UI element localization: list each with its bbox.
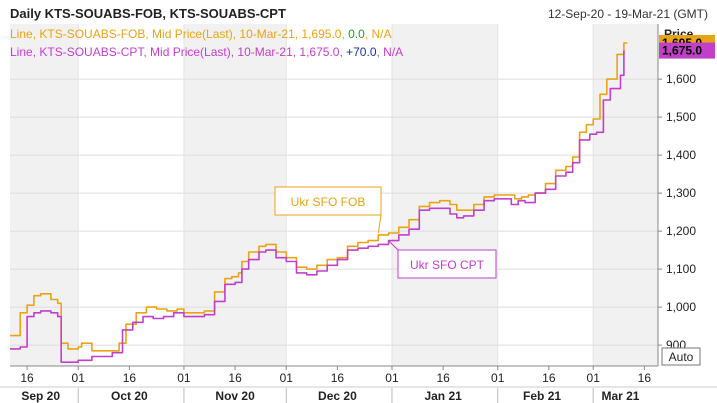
month-label: Jan 21 — [424, 389, 462, 403]
month-label: Dec 20 — [318, 389, 357, 403]
x-tick-label: 01 — [385, 371, 399, 385]
annotations: Ukr SFO FOB Ukr SFO CPT — [274, 186, 497, 279]
x-tick-label: 16 — [436, 371, 450, 385]
x-tick-label: 16 — [123, 371, 137, 385]
month-bands — [10, 24, 658, 366]
legend-cpt-extra: , N/A — [377, 45, 404, 59]
x-tick-label: 01 — [72, 371, 86, 385]
month-band — [183, 24, 287, 366]
x-tick-label: 16 — [20, 371, 34, 385]
y-tick-label: 1,300 — [666, 186, 696, 200]
x-tick-label: 16 — [228, 371, 242, 385]
annotation-leader — [377, 214, 382, 234]
y-tick-label: 1,200 — [666, 224, 696, 238]
x-tick-label: 16 — [542, 371, 556, 385]
chart-title: Daily KTS-SOUABS-FOB, KTS-SOUABS-CPT — [10, 6, 286, 21]
annotation-box — [274, 186, 382, 216]
legend-fob-extra: , N/A — [365, 27, 392, 41]
autoscale-label: Auto — [669, 350, 694, 364]
series-lines — [10, 42, 628, 363]
legend-cpt: Line, KTS-SOUABS-CPT, Mid Price(Last), 1… — [10, 45, 403, 59]
annotation-label: Ukr SFO FOB — [291, 195, 366, 209]
x-tick-label: 16 — [638, 371, 652, 385]
month-band — [10, 24, 79, 366]
month-label: Nov 20 — [215, 389, 255, 403]
y-tick-label: 1,100 — [666, 262, 696, 276]
legend-cpt-change: +70.0 — [346, 45, 377, 59]
autoscale-button[interactable] — [661, 347, 701, 366]
legend-fob: Line, KTS-SOUABS-FOB, Mid Price(Last), 1… — [10, 27, 391, 41]
annotation-label: Ukr SFO CPT — [410, 258, 485, 272]
month-label: Oct 20 — [111, 389, 148, 403]
x-tick-label: 01 — [491, 371, 505, 385]
month-label: Feb 21 — [523, 389, 561, 403]
date-range: 12-Sep-20 - 19-Mar-21 (GMT) — [548, 7, 708, 21]
x-axis: 16 01 16 01 16 01 16 01 16 01 16 01 16 Sep 20 Oct 20 No… — [20, 366, 651, 403]
x-tick-label: 01 — [587, 371, 601, 385]
y-tick-label: 1,400 — [666, 148, 696, 162]
last-value-badges: 1,695.01,675.0 — [659, 35, 715, 59]
y-tick-label: 1,000 — [666, 300, 696, 314]
annotation-box — [397, 249, 497, 279]
month-label: Sep 20 — [21, 389, 60, 403]
month-label: Mar 21 — [601, 389, 639, 403]
x-tick-label: 01 — [280, 371, 294, 385]
annotation-leader — [388, 240, 399, 251]
series-line-kts-souabs-cpt — [10, 50, 625, 363]
last-value-badge — [659, 42, 715, 59]
y-tick-label: 1,600 — [666, 72, 696, 86]
y-tick-label: 1,500 — [666, 110, 696, 124]
month-band — [391, 24, 498, 366]
x-tick-label: 16 — [331, 371, 345, 385]
month-band — [593, 24, 658, 366]
legend-fob-text: Line, KTS-SOUABS-FOB, Mid Price(Last), 1… — [10, 27, 348, 41]
gridlines — [10, 24, 658, 366]
last-value-label: 1,675.0 — [662, 44, 702, 58]
x-tick-label: 01 — [177, 371, 191, 385]
legend-fob-change: 0.0 — [348, 27, 365, 41]
legend-cpt-text: Line, KTS-SOUABS-CPT, Mid Price(Last), 1… — [10, 45, 346, 59]
